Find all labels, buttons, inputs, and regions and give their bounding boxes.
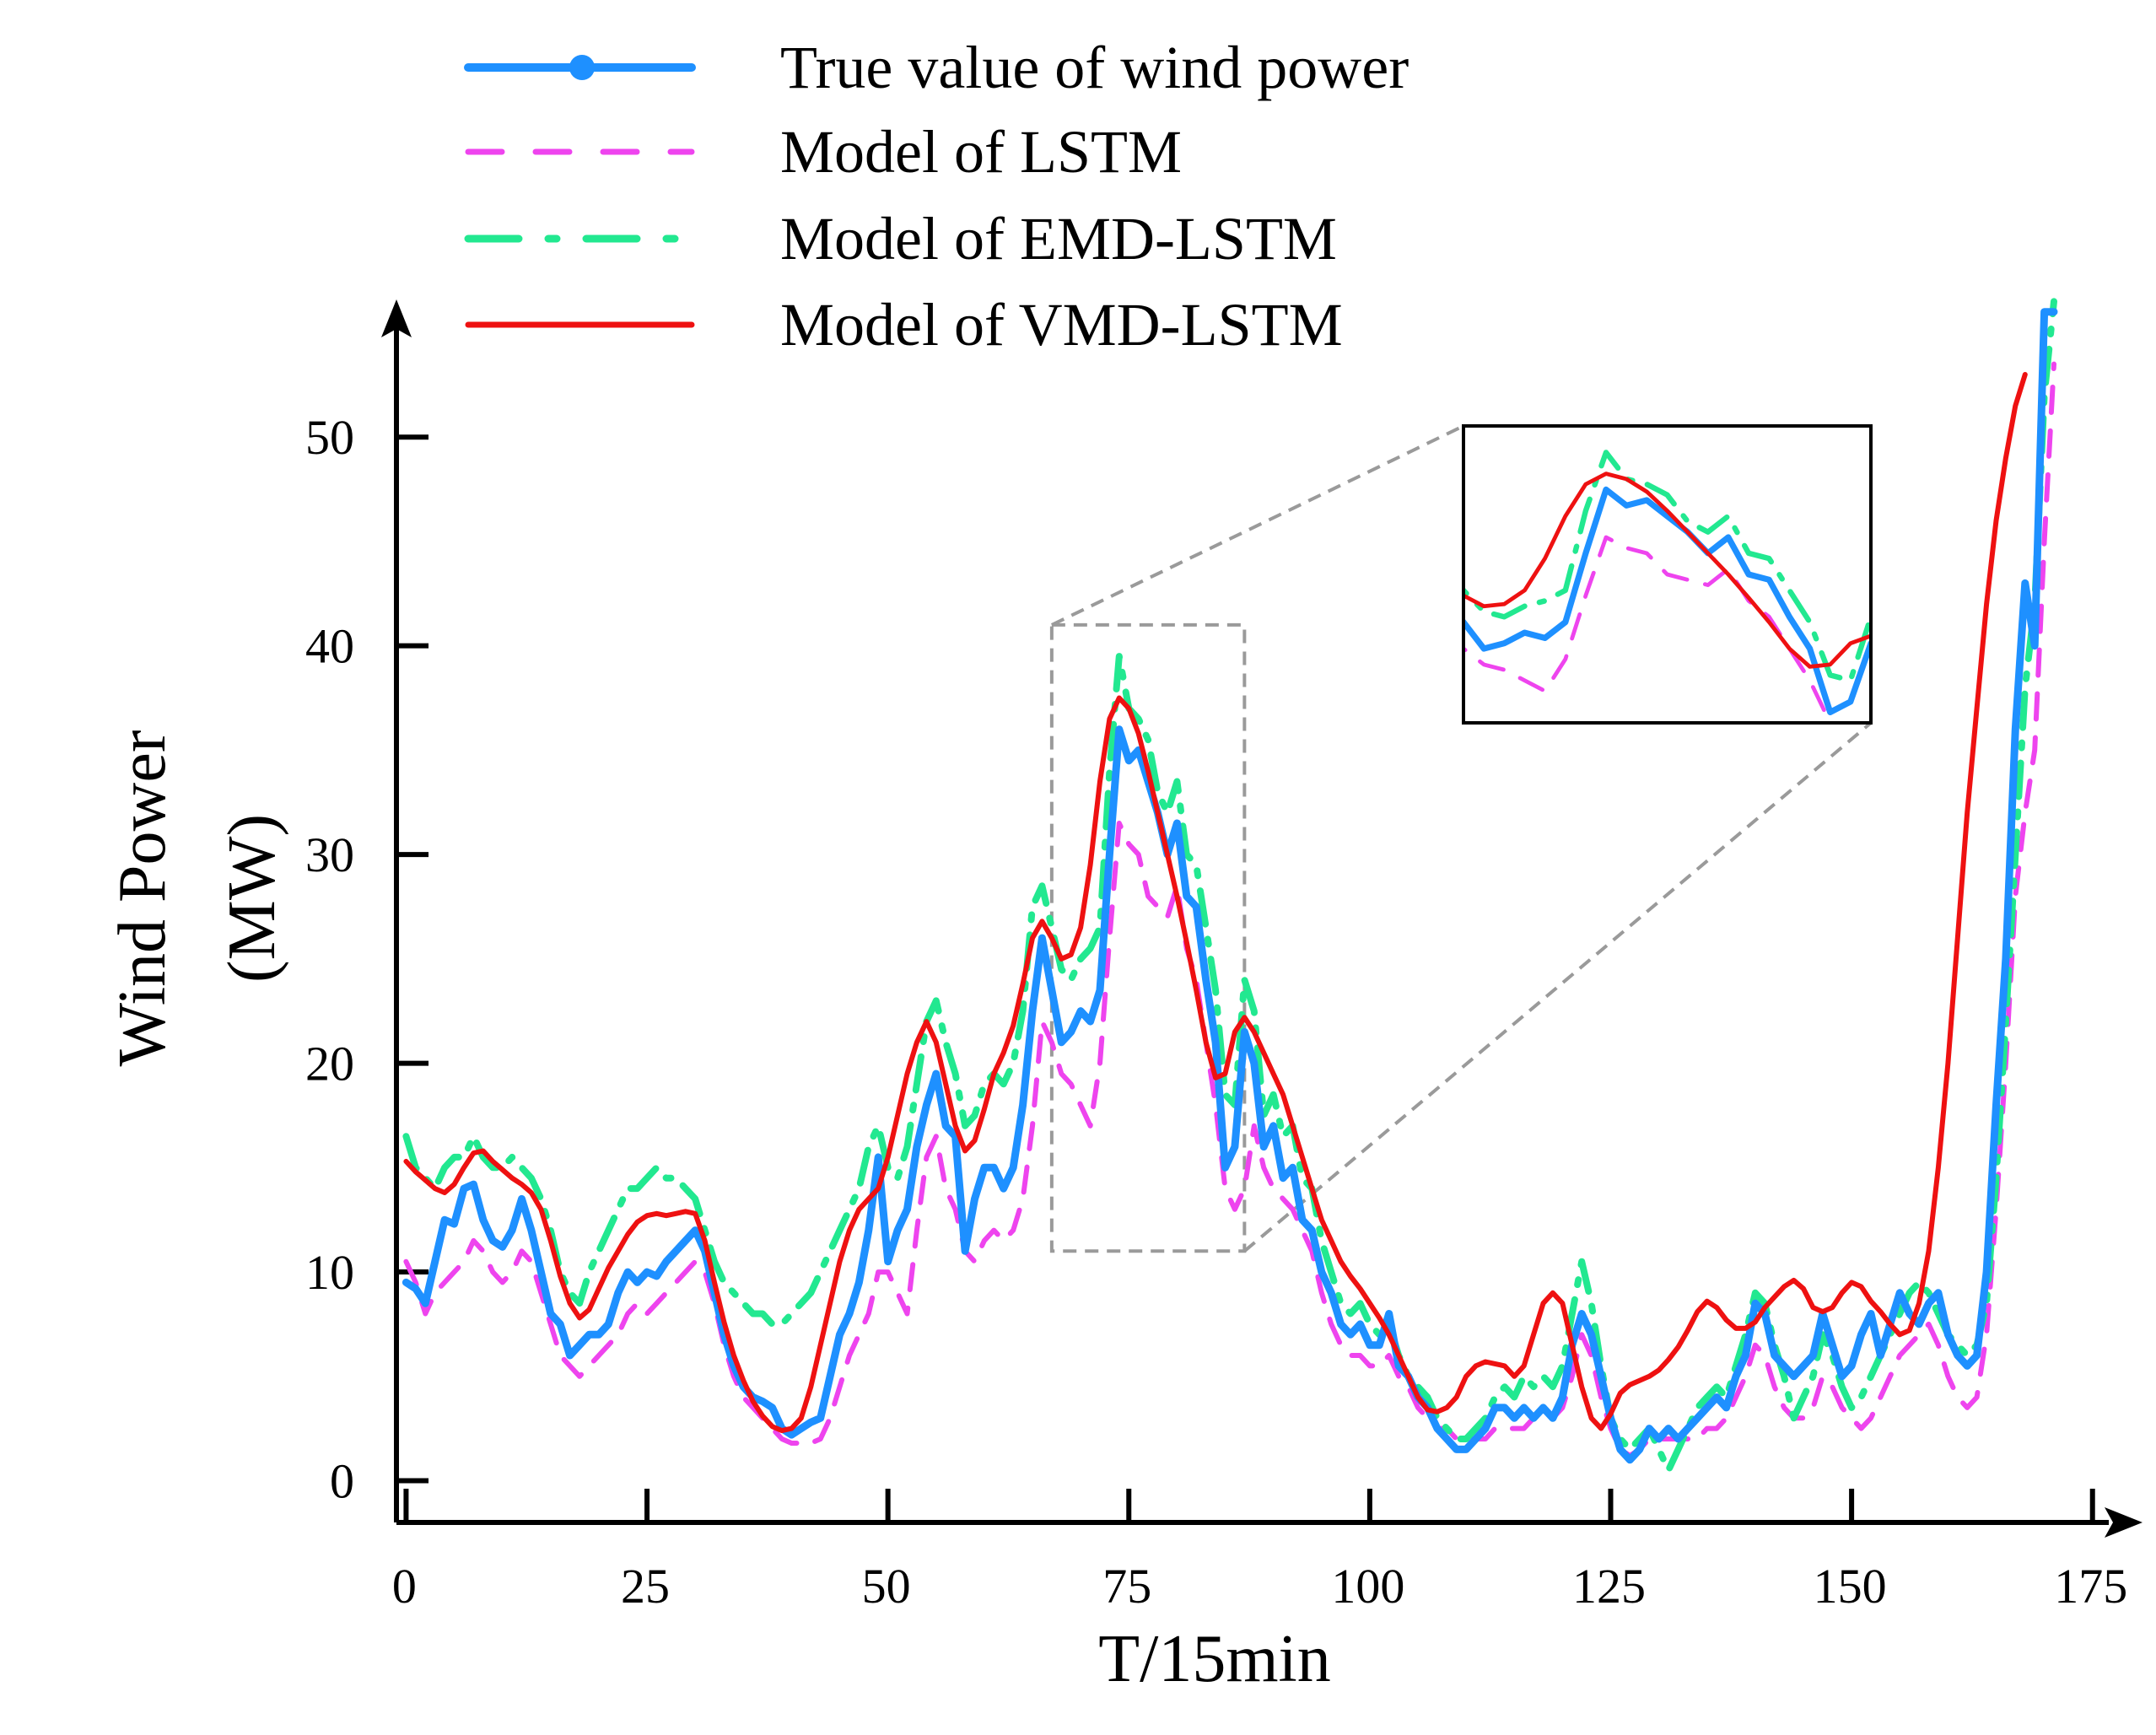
inset-series-line-emd xyxy=(1463,450,1871,683)
x-axis-label: T/15min xyxy=(1098,1622,1331,1696)
series-line-vmd xyxy=(403,372,2028,1434)
y-axis-arrow xyxy=(381,299,412,337)
zoom-source-box xyxy=(1049,622,1247,1253)
zoom-inset xyxy=(1462,424,1873,725)
legend-item-emd: Model of EMD-LSTM xyxy=(464,205,1337,272)
legend-item-true: True value of wind power xyxy=(464,34,1409,101)
x-tick-label: 175 xyxy=(2054,1559,2127,1614)
y-tick-label: 40 xyxy=(305,619,354,674)
x-tick-label: 0 xyxy=(392,1559,417,1614)
legend-item-vmd: Model of VMD-LSTM xyxy=(465,291,1343,358)
inset-series-line-lstm xyxy=(1463,535,1871,723)
legend-label: Model of LSTM xyxy=(780,118,1182,186)
legend: True value of wind power Model of LSTM Mod… xyxy=(464,34,1409,358)
inset-series-line-vmd xyxy=(1463,471,1871,669)
axes: 0 25 50 75 100 125 150 175 0 10 20 30 40 50 xyxy=(305,299,2143,1614)
zoom-connector-top xyxy=(1051,424,1464,627)
legend-label: Model of VMD-LSTM xyxy=(780,291,1343,358)
legend-label: Model of EMD-LSTM xyxy=(780,205,1337,272)
x-axis-arrow xyxy=(2105,1507,2143,1538)
x-tick-label: 100 xyxy=(1331,1559,1404,1614)
x-tick-label: 25 xyxy=(621,1559,670,1614)
y-tick-label: 30 xyxy=(305,827,354,882)
y-axis-label: Wind Power xyxy=(105,730,180,1067)
series-layer xyxy=(402,298,2058,1474)
y-tick-label: 0 xyxy=(330,1454,354,1509)
series-line-true xyxy=(402,308,2058,1464)
x-tick-label: 125 xyxy=(1572,1559,1646,1614)
legend-marker xyxy=(569,55,595,80)
inset-series-line-true xyxy=(1463,486,1871,715)
y-tick-label: 20 xyxy=(305,1037,354,1091)
y-axis-unit-label: (MW) xyxy=(215,814,289,983)
legend-item-lstm: Model of LSTM xyxy=(465,118,1182,186)
series-line-lstm xyxy=(403,361,2056,1458)
inset-frame xyxy=(1462,424,1873,725)
x-tick-label: 50 xyxy=(862,1559,911,1614)
inset-series xyxy=(1463,450,1871,723)
legend-label: True value of wind power xyxy=(780,34,1409,101)
x-tick-label: 150 xyxy=(1814,1559,1887,1614)
y-tick-label: 10 xyxy=(305,1245,354,1300)
zoom-connector-bottom xyxy=(1243,721,1873,1253)
x-tick-label: 75 xyxy=(1102,1559,1151,1614)
y-tick-label: 50 xyxy=(305,410,354,465)
